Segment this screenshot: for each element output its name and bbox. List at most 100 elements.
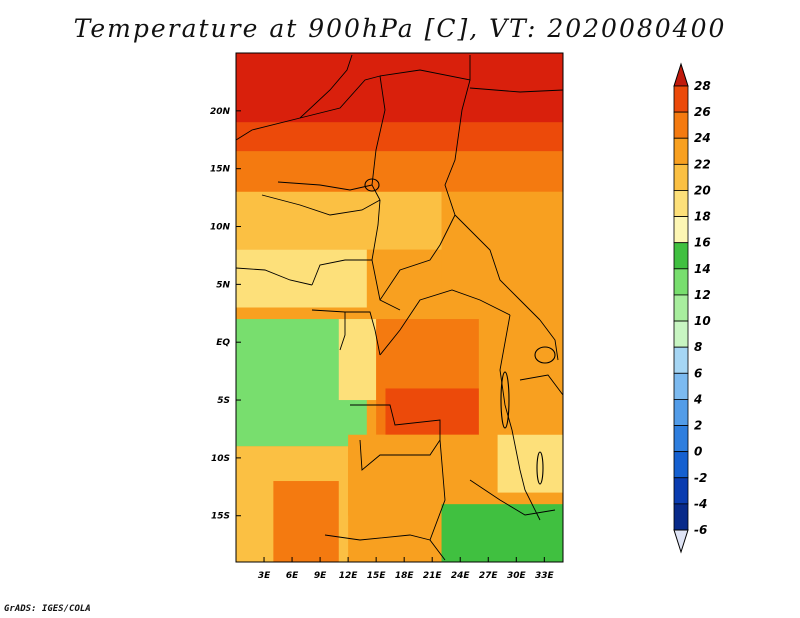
x-tick-label: 15E <box>367 571 387 581</box>
map-frame <box>235 52 564 563</box>
colorbar-label: 2 <box>694 419 702 433</box>
field-region <box>478 319 563 435</box>
colorbar-top-cap <box>673 62 689 87</box>
colorbar-swatch <box>673 503 689 531</box>
border-line <box>539 319 559 361</box>
x-tick-label: 24E <box>451 571 471 581</box>
colorbar-swatch <box>673 111 689 139</box>
colorbar-label: 0 <box>694 445 702 459</box>
border-line <box>444 79 471 216</box>
border-line <box>324 534 431 541</box>
colorbar-label: -6 <box>694 523 707 537</box>
colorbar-label: 10 <box>694 314 711 328</box>
border-line <box>359 439 441 471</box>
colorbar-label: 8 <box>694 340 702 354</box>
credit-text: GrADS: IGES/COLA <box>4 604 91 614</box>
lakes <box>364 178 556 485</box>
temperature-field <box>236 53 563 562</box>
x-tick-label: 30E <box>507 571 527 581</box>
field-region <box>348 434 479 516</box>
colorbar-label: 12 <box>694 288 711 302</box>
y-tick-label: 20N <box>210 107 231 117</box>
x-tick-label: 9E <box>314 571 327 581</box>
colorbar-swatch <box>673 320 689 348</box>
colorbar-label: 4 <box>693 392 702 406</box>
country-borders <box>235 54 564 561</box>
border-line <box>454 214 541 321</box>
y-tick-label: EQ <box>216 338 230 348</box>
colorbar-swatch <box>673 346 689 374</box>
border-line <box>511 429 541 521</box>
x-tick-label: 33E <box>535 571 555 581</box>
x-tick-label: 27E <box>479 571 499 581</box>
colorbar-label: -4 <box>694 497 707 511</box>
lake-chad <box>364 178 380 192</box>
border-line <box>311 309 381 356</box>
field-region <box>236 151 563 192</box>
colorbar-label: 20 <box>694 183 711 197</box>
border-line <box>469 479 556 516</box>
lake-tanganyika <box>500 371 510 429</box>
colorbar-label: 6 <box>694 366 702 380</box>
temperature-map: 3E 6E 9E 12E 15E 18E 21E 24E 27E 30E 33E 20N 15N 10N… <box>210 52 711 581</box>
colorbar-swatch <box>673 294 689 322</box>
field-region <box>236 191 442 250</box>
colorbar-swatch <box>673 85 689 113</box>
border-line <box>379 55 471 81</box>
field-region <box>497 434 563 493</box>
y-tick-label: 15N <box>210 165 231 175</box>
colorbar-swatch <box>673 190 689 217</box>
border-line <box>339 312 346 351</box>
border-line <box>379 289 511 356</box>
y-tick-label: 5S <box>217 396 230 406</box>
border-line <box>299 75 381 119</box>
x-tick-label: 12E <box>339 571 359 581</box>
y-tick-label: 10N <box>210 223 231 233</box>
colorbar-swatch <box>673 372 689 400</box>
field-region <box>441 504 563 562</box>
field-region <box>441 191 563 296</box>
colorbar-swatch <box>673 163 689 191</box>
field-region <box>366 249 442 320</box>
colorbar-swatch <box>673 137 689 165</box>
border-line <box>379 214 456 301</box>
colorbar-label: 26 <box>694 105 711 119</box>
colorbar-swatch <box>673 242 689 270</box>
field-region <box>273 481 339 562</box>
colorbar-label: -2 <box>694 471 707 485</box>
colorbar-bottom-cap <box>673 529 689 554</box>
colorbar-label: 18 <box>694 210 711 224</box>
y-tick-label: 5N <box>216 280 230 290</box>
colorbar-swatch <box>673 477 689 505</box>
border-line <box>261 194 381 216</box>
x-tick-label: 21E <box>423 571 443 581</box>
field-region <box>236 53 563 123</box>
y-tick-label: 15S <box>211 512 230 522</box>
field-region <box>236 249 367 308</box>
field-region <box>338 319 377 401</box>
colorbar-swatch <box>673 216 689 244</box>
border-line <box>235 54 353 141</box>
colorbar-label: 28 <box>694 79 711 93</box>
border-line <box>277 181 373 191</box>
colorbar-swatch <box>673 268 689 296</box>
x-tick-label: 18E <box>395 571 415 581</box>
colorbar-label: 16 <box>694 236 711 250</box>
x-tick-label: 3E <box>258 571 271 581</box>
y-tick-label: 10S <box>211 454 230 464</box>
colorbar-label: 24 <box>694 131 711 145</box>
colorbar-swatch <box>673 399 689 426</box>
colorbar-swatch <box>673 425 689 453</box>
lake-victoria <box>534 346 556 364</box>
lake-malawi <box>536 451 544 485</box>
x-tick-label: 6E <box>286 571 299 581</box>
colorbar-label: 22 <box>694 157 711 171</box>
border-line <box>469 87 564 93</box>
border-line <box>429 439 446 561</box>
border-line <box>235 267 313 286</box>
border-line <box>350 404 441 440</box>
field-region <box>385 388 479 435</box>
chart-title: Temperature at 900hPa [C], VT: 202008040… <box>73 14 727 43</box>
colorbar-swatch <box>673 451 689 479</box>
